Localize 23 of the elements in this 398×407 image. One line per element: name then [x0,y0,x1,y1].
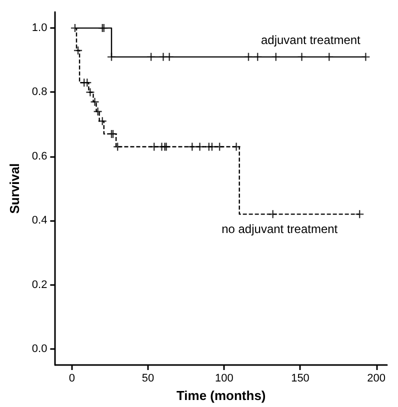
x-tick-label: 50 [142,372,154,384]
y-tick-label: 0.8 [32,86,48,98]
y-tick-label: 0.6 [32,150,48,162]
series-label: adjuvant treatment [260,32,362,47]
y-tick-label: 0.0 [32,342,48,355]
y-tick-label: 1.0 [32,22,48,34]
point [90,97,100,106]
point [82,78,92,88]
x-axis-title: Time (months) [176,388,266,403]
y-axis-title: Survival [7,163,22,214]
x-tick-label: 100 [214,372,234,384]
point [86,88,95,97]
point [93,106,102,116]
y-tick-label: 0.2 [32,278,48,291]
x-tick-label: 0 [68,372,75,384]
point [355,210,364,219]
x-tick-label: 200 [367,372,386,384]
x-tick-label: 150 [291,372,310,384]
series-label: no adjuvant treatment [222,222,338,236]
point [73,46,83,56]
point [98,116,107,126]
point [188,142,197,152]
y-tick-label: 0.4 [32,214,48,227]
